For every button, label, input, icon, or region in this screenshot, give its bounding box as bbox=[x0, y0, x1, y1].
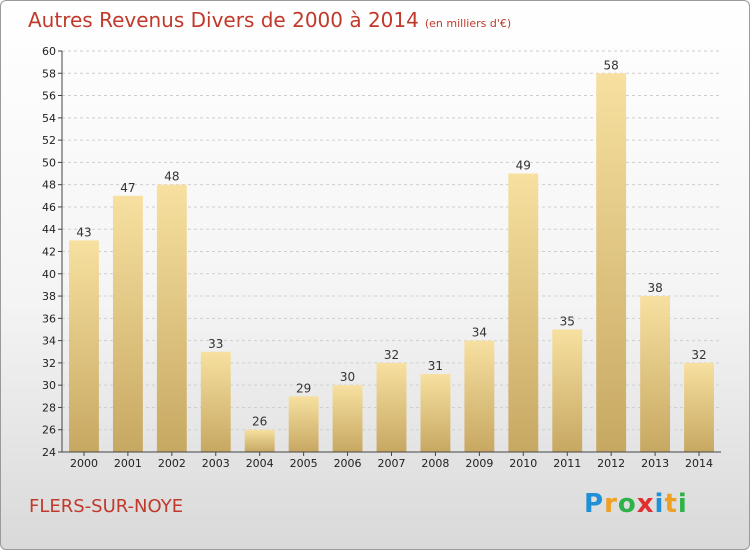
bar bbox=[376, 362, 407, 452]
bar bbox=[508, 173, 539, 452]
x-tick-label: 2009 bbox=[465, 457, 493, 470]
y-tick-label: 26 bbox=[42, 424, 56, 437]
y-tick-label: 60 bbox=[42, 45, 56, 58]
y-tick-label: 46 bbox=[42, 201, 56, 214]
x-tick-label: 2008 bbox=[421, 457, 449, 470]
bar-value-label: 47 bbox=[120, 181, 135, 195]
x-tick-label: 2000 bbox=[70, 457, 98, 470]
y-tick-label: 52 bbox=[42, 134, 56, 147]
y-tick-label: 42 bbox=[42, 246, 56, 259]
logo-letter: P bbox=[584, 489, 605, 519]
bar bbox=[464, 340, 495, 452]
bar bbox=[684, 362, 714, 452]
bar bbox=[332, 385, 363, 452]
bar bbox=[640, 296, 671, 452]
logo-letter: r bbox=[604, 489, 618, 519]
x-tick-label: 2014 bbox=[685, 457, 713, 470]
bar bbox=[200, 351, 231, 452]
bar-value-label: 30 bbox=[340, 370, 355, 384]
bar bbox=[552, 329, 583, 452]
bar-value-label: 48 bbox=[164, 170, 179, 184]
x-tick-label: 2003 bbox=[202, 457, 230, 470]
x-tick-label: 2011 bbox=[553, 457, 581, 470]
y-tick-label: 54 bbox=[42, 112, 56, 125]
y-tick-label: 28 bbox=[42, 401, 56, 414]
x-tick-label: 2004 bbox=[246, 457, 274, 470]
y-tick-label: 36 bbox=[42, 312, 56, 325]
y-tick-label: 44 bbox=[42, 223, 56, 236]
bar-value-label: 58 bbox=[604, 58, 619, 72]
x-tick-label: 2005 bbox=[290, 457, 318, 470]
logo-letter: t bbox=[664, 489, 678, 519]
bar-value-label: 34 bbox=[472, 326, 487, 340]
y-tick-label: 34 bbox=[42, 335, 56, 348]
bar-value-label: 26 bbox=[252, 415, 267, 429]
logo-letter: o bbox=[617, 489, 637, 519]
bar-value-label: 35 bbox=[560, 314, 575, 328]
axes: 24 26 28 30 32 34 36 38 40 42 44 46 48 50 52 54 56 58 60 20… bbox=[42, 45, 721, 470]
x-tick-label: 2001 bbox=[114, 457, 142, 470]
y-tick-label: 40 bbox=[42, 268, 56, 281]
y-tick-label: 24 bbox=[42, 446, 56, 459]
chart-title-text: Autres Revenus Divers de 2000 à 2014 bbox=[28, 8, 419, 32]
bar bbox=[112, 195, 143, 453]
y-tick-label: 56 bbox=[42, 90, 56, 103]
bar-value-label: 32 bbox=[384, 348, 399, 362]
bar-value-label: 32 bbox=[691, 348, 706, 362]
chart-unit: (en milliers d'€) bbox=[424, 17, 512, 30]
bars: 43 47 48 33 26 29 30 32 31 34 49 35 58 38 32 bbox=[69, 58, 714, 453]
bar-value-label: 49 bbox=[516, 159, 531, 173]
x-tick-label: 2007 bbox=[378, 457, 406, 470]
x-tick-label: 2013 bbox=[641, 457, 669, 470]
y-tick-label: 58 bbox=[42, 67, 56, 80]
y-tick-label: 30 bbox=[42, 379, 56, 392]
y-tick-label: 32 bbox=[42, 357, 56, 370]
logo-letter: i bbox=[654, 489, 665, 519]
logo-letter: x bbox=[636, 489, 655, 519]
bar-value-label: 31 bbox=[428, 359, 443, 373]
commune-name: FLERS-SUR-NOYE bbox=[29, 496, 184, 517]
y-tick-label: 38 bbox=[42, 290, 56, 303]
y-tick-label: 48 bbox=[42, 179, 56, 192]
x-tick-label: 2010 bbox=[509, 457, 537, 470]
bar-value-label: 38 bbox=[647, 281, 662, 295]
proxiti-logo: Proxiti bbox=[584, 489, 688, 519]
x-tick-label: 2002 bbox=[158, 457, 186, 470]
chart-title: Autres Revenus Divers de 2000 à 2014 (en … bbox=[28, 8, 511, 32]
bar bbox=[596, 73, 627, 453]
bar bbox=[69, 240, 99, 452]
bar bbox=[156, 184, 187, 452]
bar bbox=[244, 429, 275, 452]
x-tick-label: 2012 bbox=[597, 457, 625, 470]
bar-value-label: 33 bbox=[208, 337, 223, 351]
bar-value-label: 29 bbox=[296, 381, 311, 395]
y-tick-label: 50 bbox=[42, 156, 56, 169]
logo-letter: i bbox=[677, 489, 688, 519]
bar bbox=[288, 396, 319, 452]
bar-value-label: 43 bbox=[76, 225, 91, 239]
x-tick-label: 2006 bbox=[334, 457, 362, 470]
bar bbox=[420, 374, 451, 452]
